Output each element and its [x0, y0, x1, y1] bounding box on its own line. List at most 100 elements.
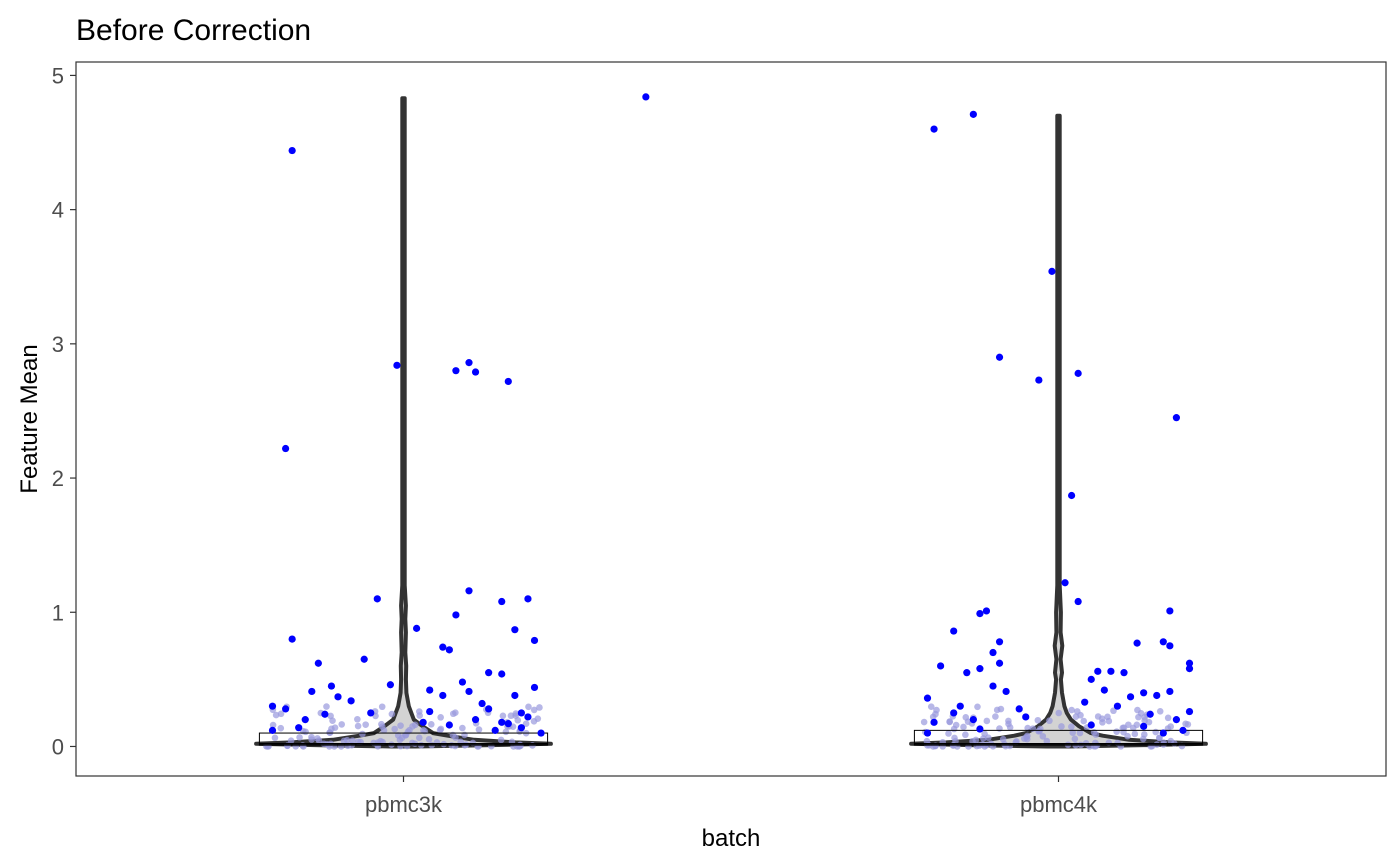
- outlier-point: [517, 724, 526, 732]
- outlier-point: [1074, 369, 1082, 377]
- outlier-point: [1094, 667, 1102, 675]
- outlier-point: [995, 659, 1004, 667]
- jitter-point: [308, 736, 315, 743]
- jitter-point: [338, 721, 346, 728]
- violin-pbmc3k: [254, 96, 553, 749]
- jitter-point: [530, 706, 538, 714]
- outlier-point: [308, 687, 316, 696]
- jitter-point: [362, 721, 369, 728]
- outlier-point: [367, 709, 375, 717]
- jitter-point: [950, 725, 958, 733]
- outlier-point: [989, 648, 997, 657]
- outlier-point: [1166, 607, 1174, 615]
- jitter-point: [1133, 721, 1141, 729]
- outlier-point: [426, 686, 434, 694]
- jitter-point: [522, 720, 530, 728]
- outlier-point: [268, 726, 277, 734]
- outlier-point: [1113, 702, 1122, 710]
- jitter-point: [328, 725, 335, 733]
- jitter-point: [396, 736, 404, 744]
- jitter-point: [1039, 732, 1047, 740]
- jitter-point: [507, 712, 515, 720]
- outlier-point: [1159, 729, 1167, 737]
- violin-group-pbmc4k: [909, 110, 1208, 750]
- outlier-point: [268, 702, 277, 710]
- y-axis-title: Feature Mean: [16, 344, 43, 493]
- y-tick-label: 4: [52, 198, 64, 223]
- jitter-point: [420, 726, 427, 734]
- outlier-point: [471, 368, 480, 376]
- jitter-point: [1156, 734, 1163, 742]
- jitter-point: [380, 727, 388, 734]
- outlier-point: [995, 353, 1004, 361]
- outlier-point: [413, 624, 421, 632]
- jitter-point: [411, 721, 419, 729]
- jitter-point: [269, 721, 277, 729]
- outlier-point: [517, 709, 526, 717]
- outlier-point: [491, 726, 499, 734]
- jitter-point: [1167, 723, 1174, 730]
- jitter-point: [1148, 742, 1156, 750]
- outlier-point: [301, 716, 309, 724]
- outlier-point: [465, 687, 473, 696]
- jitter-point: [1164, 714, 1172, 722]
- jitter-point: [1092, 731, 1100, 738]
- jitter-point: [1077, 711, 1084, 719]
- y-axis: 0 1 2 3 4 5: [52, 63, 76, 759]
- outlier-point: [1087, 721, 1095, 729]
- jitter-point: [927, 703, 935, 710]
- jitter-point: [497, 736, 505, 744]
- outlier-point: [1185, 707, 1194, 716]
- jitter-point: [1110, 707, 1117, 715]
- jitter-point: [459, 724, 466, 732]
- outlier-point: [1185, 659, 1194, 667]
- jitter-point: [984, 734, 992, 742]
- jitter-point: [378, 703, 386, 711]
- outlier-point: [1107, 667, 1115, 675]
- outlier-point: [458, 678, 467, 686]
- jitter-point: [1076, 729, 1084, 737]
- jitter-point: [1046, 717, 1053, 725]
- jitter-point: [536, 704, 543, 711]
- outlier-point: [1159, 638, 1167, 646]
- jitter-point: [1131, 730, 1139, 738]
- jitter-point: [962, 731, 969, 739]
- jitter-point: [1156, 707, 1164, 715]
- outlier-point: [969, 716, 977, 724]
- jitter-point: [391, 725, 398, 733]
- y-tick-label: 3: [52, 332, 64, 357]
- jitter-point: [1043, 737, 1051, 745]
- jitter-point: [920, 718, 928, 726]
- outlier-point: [1002, 687, 1010, 696]
- jitter-point: [525, 703, 532, 711]
- jitter-point: [406, 726, 413, 734]
- outlier-point: [439, 691, 447, 700]
- jitter-point: [359, 730, 366, 738]
- outlier-point: [976, 610, 984, 618]
- jitter-point: [415, 734, 423, 742]
- jitter-point: [1141, 713, 1149, 721]
- jitter-point: [1105, 717, 1113, 725]
- jitter-point: [1024, 724, 1031, 732]
- jitter-point: [323, 703, 330, 710]
- jitter-point: [996, 725, 1003, 732]
- outlier-point: [1153, 691, 1161, 700]
- outlier-point: [288, 146, 296, 155]
- outlier-point: [923, 694, 932, 702]
- jitter-point: [1080, 717, 1087, 725]
- outlier-point: [1172, 414, 1180, 422]
- jitter-point: [946, 718, 954, 725]
- outlier-point: [989, 682, 997, 690]
- jitter-point: [1021, 735, 1028, 742]
- outlier-point: [1146, 710, 1154, 718]
- jitter-point: [1124, 732, 1131, 740]
- outlier-point: [530, 683, 539, 692]
- outlier-point: [373, 595, 381, 603]
- jitter-point: [1167, 737, 1175, 745]
- outlier-point: [498, 718, 506, 726]
- jitter-point: [972, 736, 980, 744]
- jitter-point: [1069, 729, 1077, 737]
- outlier-point: [976, 665, 984, 673]
- outlier-point: [511, 691, 519, 700]
